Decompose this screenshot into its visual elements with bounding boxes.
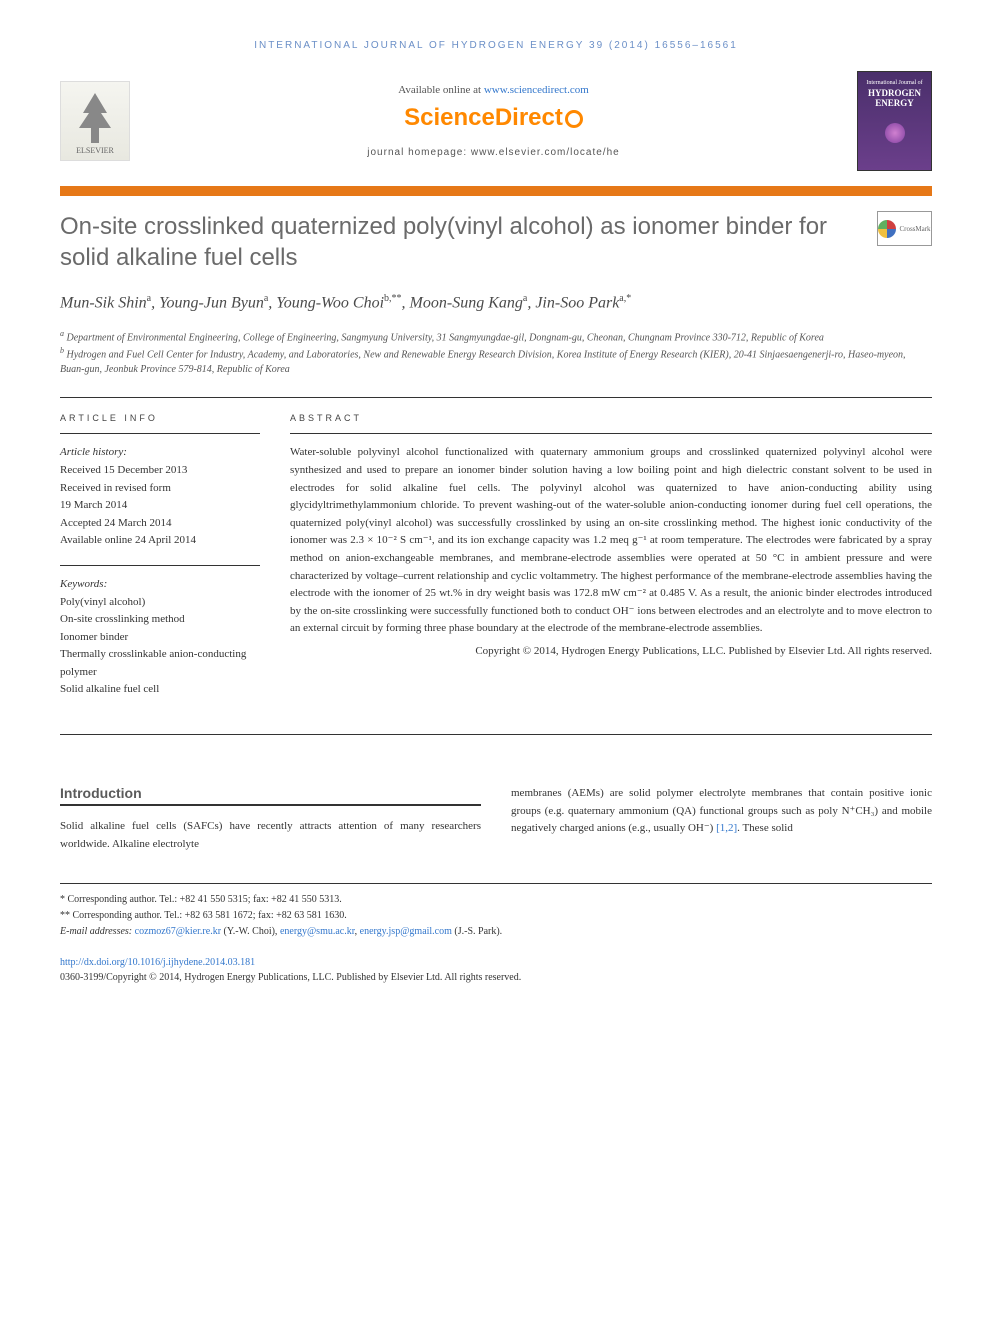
authors-list: Mun-Sik Shina, Young-Jun Byuna, Young-Wo… [60, 291, 932, 315]
intro-paragraph-col1: Solid alkaline fuel cells (SAFCs) have r… [60, 818, 481, 853]
sciencedirect-circle-icon [565, 110, 583, 128]
center-info: Available online at www.sciencedirect.co… [130, 84, 857, 158]
crossmark-icon [878, 220, 896, 238]
email-link[interactable]: energy@smu.ac.kr [280, 926, 355, 937]
introduction-heading: Introduction [60, 785, 481, 806]
info-abstract-row: ARTICLE INFO Article history: Received 1… [60, 413, 932, 714]
elsevier-tree-icon [75, 93, 115, 143]
keywords-label: Keywords: [60, 576, 260, 594]
abstract-divider [290, 433, 932, 434]
sciencedirect-text: ScienceDirect [404, 104, 563, 131]
article-info-heading: ARTICLE INFO [60, 413, 260, 423]
elsevier-logo[interactable]: ELSEVIER [60, 81, 130, 161]
keyword-item: Ionomer binder [60, 629, 260, 647]
body-columns: Introduction Solid alkaline fuel cells (… [60, 785, 932, 853]
doi-link[interactable]: http://dx.doi.org/10.1016/j.ijhydene.201… [60, 957, 255, 968]
article-history: Article history: Received 15 December 20… [60, 444, 260, 550]
email-link[interactable]: energy.jsp@gmail.com [360, 926, 452, 937]
history-item: Accepted 24 March 2014 [60, 515, 260, 533]
history-item: Received 15 December 2013 [60, 462, 260, 480]
affiliation-a: a Department of Environmental Engineerin… [60, 328, 932, 345]
available-online-text: Available online at www.sciencedirect.co… [130, 84, 857, 96]
history-label: Article history: [60, 444, 260, 462]
copyright-text: Copyright © 2014, Hydrogen Energy Public… [290, 643, 932, 660]
footnotes: * Corresponding author. Tel.: +82 41 550… [60, 883, 932, 940]
introduction-block: Introduction Solid alkaline fuel cells (… [60, 785, 481, 853]
citation-link[interactable]: [1,2] [716, 822, 737, 834]
journal-homepage: journal homepage: www.elsevier.com/locat… [130, 147, 857, 158]
email-name: (J.-S. Park). [452, 926, 502, 937]
corresponding-author-2: ** Corresponding author. Tel.: +82 63 58… [60, 908, 932, 924]
corresponding-author-1: * Corresponding author. Tel.: +82 41 550… [60, 892, 932, 908]
history-item: Available online 24 April 2014 [60, 532, 260, 550]
cover-line1: International Journal of [866, 80, 922, 86]
info-divider [60, 565, 260, 566]
intro-text: . These solid [737, 822, 793, 834]
sciencedirect-logo[interactable]: ScienceDirect [130, 104, 857, 132]
cover-line3: ENERGY [875, 98, 914, 108]
history-item: Received in revised form [60, 480, 260, 498]
orange-divider-bar [60, 186, 932, 196]
keywords-block: Keywords: Poly(vinyl alcohol) On-site cr… [60, 576, 260, 699]
keyword-item: Thermally crosslinkable anion-conducting… [60, 646, 260, 681]
doi-section: http://dx.doi.org/10.1016/j.ijhydene.201… [60, 955, 932, 985]
keyword-item: Solid alkaline fuel cell [60, 681, 260, 699]
abstract-heading: ABSTRACT [290, 413, 932, 423]
journal-citation-header: INTERNATIONAL JOURNAL OF HYDROGEN ENERGY… [60, 40, 932, 51]
email-link[interactable]: cozmoz67@kier.re.kr [135, 926, 221, 937]
article-info-column: ARTICLE INFO Article history: Received 1… [60, 413, 260, 714]
cover-graphic-icon [885, 123, 905, 143]
info-divider [60, 433, 260, 434]
affiliations: a Department of Environmental Engineerin… [60, 328, 932, 378]
crossmark-label: CrossMark [899, 225, 930, 233]
affiliation-b: b Hydrogen and Fuel Cell Center for Indu… [60, 345, 932, 377]
sciencedirect-link[interactable]: www.sciencedirect.com [484, 84, 589, 96]
email-addresses: E-mail addresses: cozmoz67@kier.re.kr (Y… [60, 924, 932, 940]
keyword-item: Poly(vinyl alcohol) [60, 594, 260, 612]
email-name: (Y.-W. Choi), [221, 926, 280, 937]
email-label: E-mail addresses: [60, 926, 135, 937]
divider-bottom [60, 734, 932, 735]
intro-paragraph-col2: membranes (AEMs) are solid polymer elect… [511, 785, 932, 838]
crossmark-badge[interactable]: CrossMark [877, 211, 932, 246]
divider-top [60, 397, 932, 398]
article-title: On-site crosslinked quaternized poly(vin… [60, 211, 857, 273]
issn-copyright: 0360-3199/Copyright © 2014, Hydrogen Ene… [60, 970, 932, 985]
top-bar: ELSEVIER Available online at www.science… [60, 71, 932, 171]
journal-cover[interactable]: International Journal of HYDROGEN ENERGY [857, 71, 932, 171]
history-item: 19 March 2014 [60, 497, 260, 515]
elsevier-label: ELSEVIER [76, 146, 114, 155]
keyword-item: On-site crosslinking method [60, 611, 260, 629]
abstract-column: ABSTRACT Water-soluble polyvinyl alcohol… [290, 413, 932, 714]
cover-line2: HYDROGEN [868, 88, 921, 98]
abstract-text: Water-soluble polyvinyl alcohol function… [290, 444, 932, 638]
available-label: Available online at [398, 84, 484, 96]
title-row: On-site crosslinked quaternized poly(vin… [60, 211, 932, 273]
